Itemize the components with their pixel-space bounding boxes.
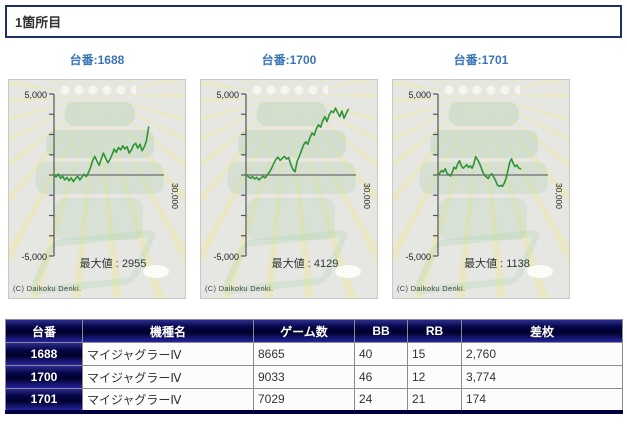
svg-text:-5,000: -5,000 bbox=[213, 252, 239, 262]
chart-block-1701: 台番:1701 5,000 -5,000 30,000 最大値 : 1138 (C)… bbox=[392, 53, 570, 299]
col-header-rb: RB bbox=[407, 319, 462, 343]
slump-graph-panel: 5,000 -5,000 30,000 最大値 : 4129 (C) Daikoku… bbox=[200, 79, 378, 299]
col-header-bb: BB bbox=[354, 319, 408, 343]
svg-text:-5,000: -5,000 bbox=[21, 252, 47, 262]
max-value-label: 最大値 : 2955 bbox=[79, 258, 147, 270]
copyright-text: (C) Daikoku Denki. bbox=[13, 284, 82, 293]
rays-watermark bbox=[9, 80, 185, 298]
svg-text:30,000: 30,000 bbox=[554, 183, 564, 209]
model-cell: マイジャグラーⅣ bbox=[82, 342, 254, 366]
pagoda-watermark bbox=[64, 102, 135, 126]
slump-graph: 5,000 -5,000 30,000 bbox=[21, 90, 180, 262]
max-value-label: 最大値 : 1138 bbox=[464, 258, 530, 270]
pagoda-watermark bbox=[438, 198, 527, 240]
pagoda-watermark bbox=[256, 102, 327, 126]
svg-text:30,000: 30,000 bbox=[362, 183, 372, 209]
svg-text:-5,000: -5,000 bbox=[405, 252, 431, 262]
rb-cell: 21 bbox=[407, 388, 462, 412]
page-title: 1箇所目 bbox=[15, 15, 62, 30]
col-header-diff: 差枚 bbox=[461, 319, 623, 343]
col-header-games: ゲーム数 bbox=[253, 319, 355, 343]
bb-cell: 46 bbox=[354, 365, 408, 389]
rb-cell: 15 bbox=[407, 342, 462, 366]
copyright-text: (C) Daikoku Denki. bbox=[397, 284, 466, 293]
slump-graph: 5,000 -5,000 30,000 bbox=[213, 90, 372, 262]
chart-block-1688: 台番:1688 5,000 -5,000 30,000 最大値 : 2955 (C)… bbox=[8, 53, 186, 299]
model-cell: マイジャグラーⅣ bbox=[82, 388, 254, 412]
pagoda-watermark bbox=[35, 162, 164, 194]
table-row: 1701 マイジャグラーⅣ 7029 24 21 174 bbox=[5, 388, 623, 412]
daiban-cell: 1700 bbox=[5, 365, 83, 389]
svg-text:5,000: 5,000 bbox=[216, 90, 239, 100]
chart-block-1700: 台番:1700 5,000 -5,000 30,000 最大値 : 4129 (C)… bbox=[200, 53, 378, 299]
pagoda-watermark bbox=[246, 198, 335, 240]
crowd-watermark bbox=[250, 81, 328, 101]
pagoda-watermark bbox=[54, 198, 143, 240]
games-cell: 8665 bbox=[253, 342, 355, 366]
daiban-cell: 1701 bbox=[5, 388, 83, 412]
pagoda-watermark bbox=[419, 162, 548, 194]
section-header: 1箇所目 bbox=[5, 5, 622, 38]
slump-graph-panel: 5,000 -5,000 30,000 最大値 : 1138 (C) Daikoku… bbox=[392, 79, 570, 299]
results-table: 台番 機種名 ゲーム数 BB RB 差枚 1688 マイジャグラーⅣ 8665 … bbox=[5, 319, 623, 414]
games-cell: 7029 bbox=[253, 388, 355, 412]
games-cell: 9033 bbox=[253, 365, 355, 389]
diff-cell: 174 bbox=[461, 388, 623, 412]
table-row: 1700 マイジャグラーⅣ 9033 46 12 3,774 bbox=[5, 365, 623, 389]
diff-cell: 2,760 bbox=[461, 342, 623, 366]
svg-text:5,000: 5,000 bbox=[24, 90, 47, 100]
chart-title: 台番:1688 bbox=[69, 53, 125, 67]
model-cell: マイジャグラーⅣ bbox=[82, 365, 254, 389]
daiban-cell: 1688 bbox=[5, 342, 83, 366]
max-value-label: 最大値 : 4129 bbox=[271, 258, 339, 270]
crowd-watermark bbox=[58, 81, 136, 101]
svg-text:5,000: 5,000 bbox=[408, 90, 431, 100]
pagoda-watermark bbox=[448, 102, 519, 126]
bb-cell: 24 bbox=[354, 388, 408, 412]
col-header-model: 機種名 bbox=[82, 319, 254, 343]
table-header-row: 台番 機種名 ゲーム数 BB RB 差枚 bbox=[5, 319, 623, 343]
crowd-watermark bbox=[442, 81, 520, 101]
bb-cell: 40 bbox=[354, 342, 408, 366]
diff-cell: 3,774 bbox=[461, 365, 623, 389]
col-header-daiban: 台番 bbox=[5, 319, 83, 343]
oval-watermark bbox=[527, 265, 553, 278]
rays-watermark bbox=[201, 80, 377, 298]
oval-watermark bbox=[143, 265, 169, 278]
svg-text:30,000: 30,000 bbox=[170, 183, 180, 209]
pagoda-watermark bbox=[430, 130, 539, 158]
slump-graph-panel: 5,000 -5,000 30,000 最大値 : 2955 (C) Daikoku… bbox=[8, 79, 186, 299]
rb-cell: 12 bbox=[407, 365, 462, 389]
oval-watermark bbox=[335, 265, 361, 278]
chart-title: 台番:1701 bbox=[453, 53, 509, 67]
copyright-text: (C) Daikoku Denki. bbox=[205, 284, 274, 293]
rays-watermark bbox=[393, 80, 569, 298]
table-row: 1688 マイジャグラーⅣ 8665 40 15 2,760 bbox=[5, 342, 623, 366]
slump-graph: 5,000 -5,000 30,000 bbox=[405, 90, 564, 262]
pagoda-watermark bbox=[238, 130, 347, 158]
charts-row: 台番:1688 5,000 -5,000 30,000 最大値 : 2955 (C)… bbox=[8, 53, 627, 299]
chart-title: 台番:1700 bbox=[261, 53, 317, 67]
